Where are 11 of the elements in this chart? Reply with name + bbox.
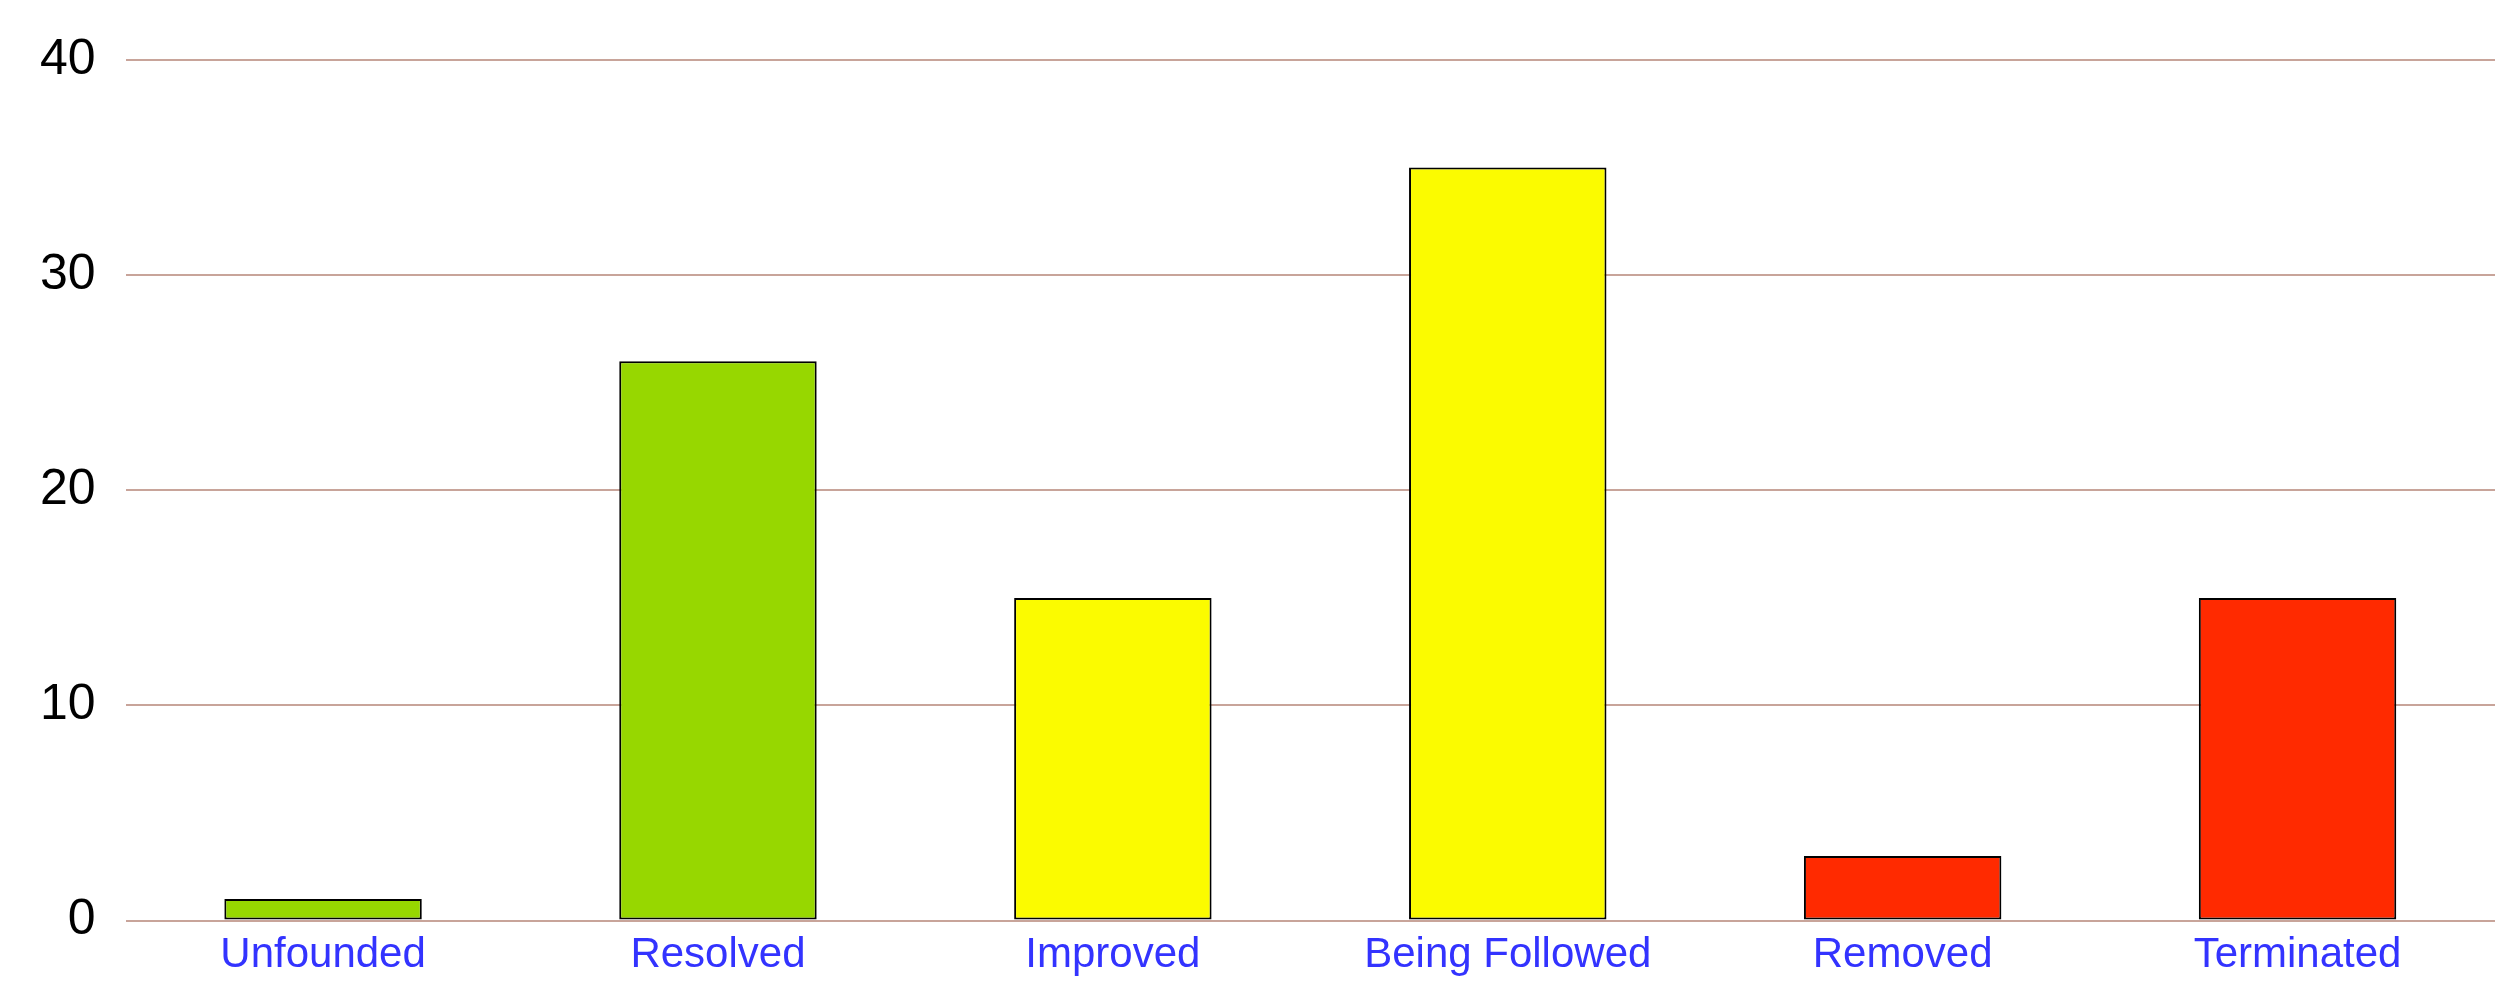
y-tick-label: 0	[67, 889, 96, 946]
y-tick-label: 30	[39, 243, 96, 300]
x-tick-label: Being Followed	[1364, 929, 1652, 977]
x-tick-label: Terminated	[2193, 929, 2402, 977]
x-tick-label: Improved	[1025, 929, 1201, 977]
x-tick-label: Removed	[1812, 929, 1993, 977]
y-tick-label: 10	[39, 674, 96, 731]
x-tick-label: Unfounded	[220, 929, 426, 977]
y-tick-label: 40	[39, 28, 96, 85]
x-tick-label: Resolved	[630, 929, 806, 977]
y-tick-label: 20	[39, 459, 96, 516]
